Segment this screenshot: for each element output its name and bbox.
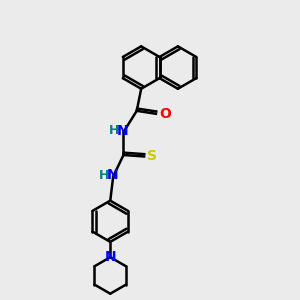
- Text: S: S: [147, 149, 157, 164]
- Text: N: N: [106, 168, 118, 182]
- Text: N: N: [117, 124, 128, 138]
- Text: N: N: [104, 250, 116, 264]
- Text: H: H: [99, 169, 109, 182]
- Text: O: O: [159, 107, 171, 121]
- Text: H: H: [109, 124, 119, 137]
